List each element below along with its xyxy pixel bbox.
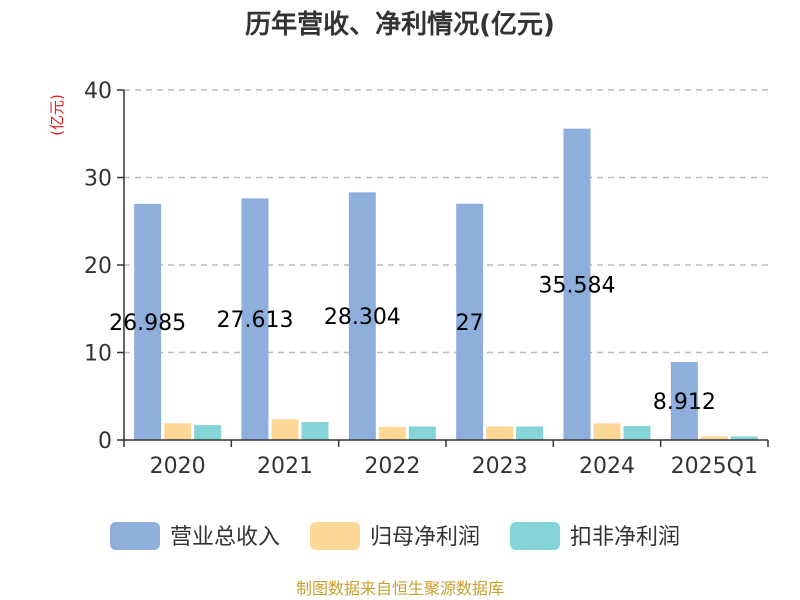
legend-label: 归母净利润 <box>370 525 480 550</box>
x-tick-label: 2020 <box>150 454 206 479</box>
bar-2-2024 <box>623 426 651 440</box>
data-label-revenue: 27.613 <box>217 308 294 333</box>
bar-2-2023 <box>516 426 544 440</box>
x-tick-label: 2025Q1 <box>671 454 758 479</box>
data-label-revenue: 35.584 <box>539 273 616 298</box>
legend-swatch <box>110 522 160 550</box>
data-label-revenue: 27 <box>456 311 484 336</box>
y-tick-label: 30 <box>84 167 112 192</box>
bar-0-2020 <box>134 203 162 440</box>
x-tick-label: 2021 <box>257 454 313 479</box>
bar-1-2024 <box>593 423 621 440</box>
bar-0-2023 <box>456 203 484 440</box>
grid-lines <box>124 89 768 354</box>
source-note: 制图数据来自恒生聚源数据库 <box>296 579 504 598</box>
bar-2-2020 <box>194 425 222 440</box>
x-tick-label: 2024 <box>579 454 635 479</box>
bars <box>134 128 758 440</box>
bar-1-2023 <box>486 426 514 440</box>
legend-swatch <box>310 522 360 550</box>
bar-0-2024 <box>563 128 591 440</box>
bar-2-2025Q1 <box>730 436 758 440</box>
bar-2-2021 <box>301 422 329 440</box>
bar-2-2022 <box>408 426 436 440</box>
bar-1-2021 <box>271 419 299 440</box>
legend-label: 扣非净利润 <box>570 525 680 550</box>
data-labels: 26.985 27.613 28.304 27 35.584 8.912 <box>109 273 716 415</box>
chart-title: 历年营收、净利情况(亿元) <box>245 9 555 40</box>
legend-swatch <box>510 522 560 550</box>
bar-0-2022 <box>348 192 376 440</box>
data-label-revenue: 8.912 <box>653 390 716 415</box>
x-tick-label: 2023 <box>472 454 528 479</box>
bar-1-2025Q1 <box>700 436 728 440</box>
y-tick-label: 20 <box>84 254 112 279</box>
data-label-revenue: 26.985 <box>109 311 186 336</box>
legend[interactable]: 营业总收入 归母净利润 扣非净利润 <box>110 522 680 550</box>
legend-label: 营业总收入 <box>170 525 280 550</box>
axes: 0 10 20 30 40 2020 2021 2022 2023 2024 2025Q1 <box>84 79 769 479</box>
y-tick-label: 10 <box>84 342 112 367</box>
bar-0-2025Q1 <box>670 362 698 440</box>
data-label-revenue: 28.304 <box>324 305 401 330</box>
x-tick-label: 2022 <box>364 454 420 479</box>
bar-1-2020 <box>164 423 192 440</box>
bar-0-2021 <box>241 198 269 440</box>
y-axis-unit: (亿元) <box>48 94 66 136</box>
y-tick-label: 40 <box>84 79 112 104</box>
bar-1-2022 <box>378 426 406 440</box>
y-tick-label: 0 <box>98 429 112 454</box>
